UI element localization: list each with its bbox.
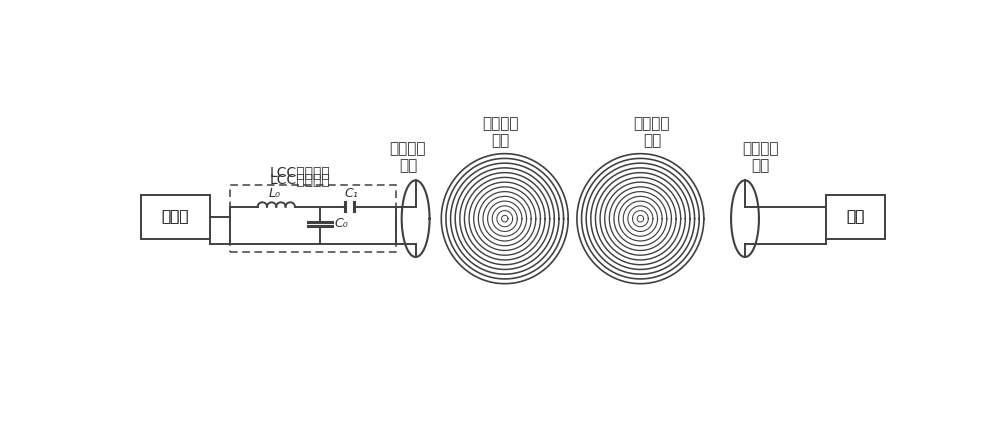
Text: LCC谐振电路: LCC谐振电路 (269, 165, 330, 179)
Text: LCC谐振电路: LCC谐振电路 (269, 172, 330, 186)
Text: 接收负载
线圈: 接收负载 线圈 (742, 141, 779, 174)
Bar (140, 195, 210, 239)
Text: 发射驱动
线圈: 发射驱动 线圈 (390, 141, 426, 174)
Text: 逆变器: 逆变器 (162, 210, 189, 224)
Text: L₀: L₀ (269, 187, 281, 200)
Text: 负载: 负载 (846, 210, 865, 224)
Bar (826, 195, 885, 239)
FancyBboxPatch shape (230, 185, 396, 252)
Text: 发射中继
线圈: 发射中继 线圈 (483, 116, 519, 149)
Text: 接收中继
线圈: 接收中继 线圈 (634, 116, 670, 149)
Text: 逆变器: 逆变器 (162, 210, 189, 224)
Text: C₁: C₁ (344, 187, 358, 200)
Text: 负载: 负载 (846, 210, 865, 224)
Text: C₀: C₀ (335, 217, 348, 230)
